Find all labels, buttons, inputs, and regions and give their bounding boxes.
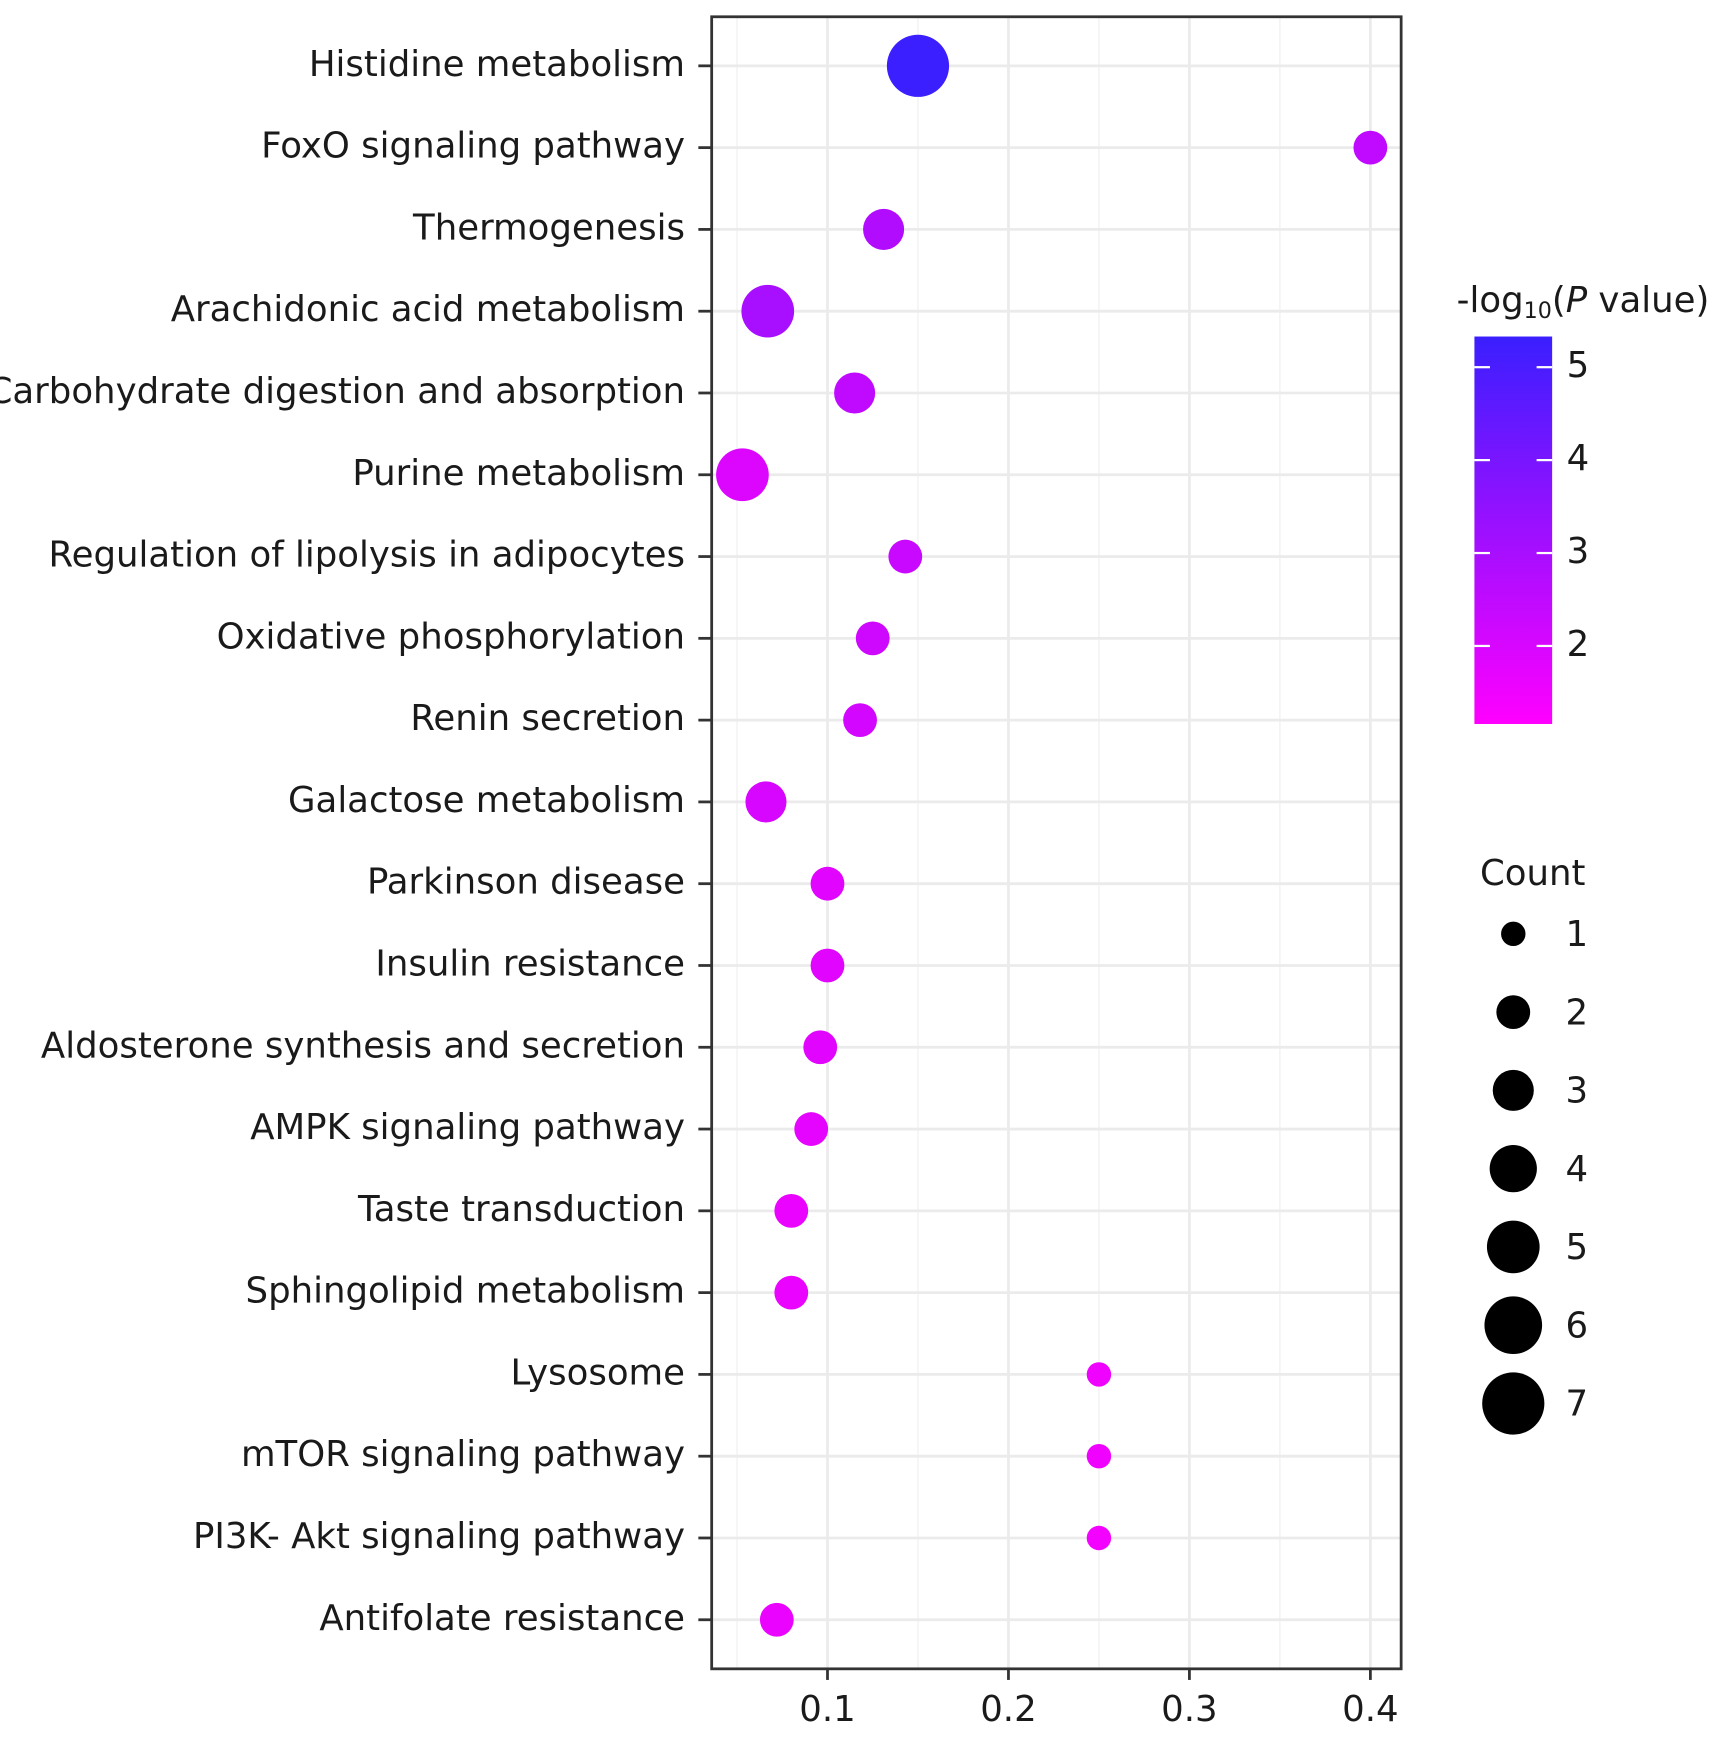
dot <box>716 448 769 502</box>
colorbar-tick-label: 5 <box>1567 345 1590 386</box>
colorbar <box>1474 336 1553 725</box>
title-part: value) <box>1587 280 1709 321</box>
size-key-label: 6 <box>1565 1305 1588 1346</box>
dot <box>810 948 845 983</box>
y-tick-label: Taste transduction <box>357 1189 685 1230</box>
dot <box>855 621 890 656</box>
size-key <box>1492 1069 1534 1111</box>
y-tick-label: Thermogenesis <box>412 207 685 248</box>
dot <box>1353 130 1388 165</box>
y-tick-label: Sphingolipid metabolism <box>246 1271 685 1312</box>
x-tick-label: 0.2 <box>980 1689 1036 1730</box>
dot <box>745 781 787 823</box>
y-tick-label: AMPK signaling pathway <box>250 1107 685 1148</box>
y-tick-label: Parkinson disease <box>367 862 685 903</box>
size-key-label: 2 <box>1565 992 1588 1033</box>
x-tick-label: 0.3 <box>1161 1689 1217 1730</box>
panel-border <box>710 15 1403 1671</box>
dot <box>863 208 905 250</box>
title-part: -log <box>1457 280 1524 321</box>
dot <box>810 866 845 901</box>
dot <box>843 703 877 738</box>
dot <box>1086 1443 1112 1469</box>
size-key-label: 7 <box>1565 1384 1588 1425</box>
y-tick-label: Antifolate resistance <box>319 1598 685 1639</box>
dot <box>759 1602 794 1637</box>
colorbar-tick-label: 2 <box>1567 624 1590 665</box>
title-part: P <box>1566 280 1588 321</box>
size-key <box>1496 995 1531 1030</box>
dot <box>774 1275 809 1310</box>
y-tick-label: Lysosome <box>511 1352 685 1393</box>
y-tick-label: PI3K- Akt signaling pathway <box>193 1516 685 1557</box>
y-tick-label: Purine metabolism <box>352 453 685 494</box>
dot <box>1086 1525 1112 1551</box>
y-tick-label: Histidine metabolism <box>309 44 685 85</box>
size-title: Count <box>1480 853 1586 894</box>
size-key-label: 1 <box>1565 914 1588 955</box>
size-key <box>1482 1372 1545 1435</box>
title-sub: 10 <box>1524 297 1552 323</box>
size-key <box>1501 921 1526 947</box>
y-tick-label: Galactose metabolism <box>288 780 685 821</box>
size-key <box>1489 1145 1537 1193</box>
dot <box>794 1112 829 1146</box>
y-tick-label: FoxO signaling pathway <box>261 126 685 167</box>
dot <box>886 34 950 97</box>
dot <box>834 372 876 414</box>
title-part: ( <box>1552 280 1566 321</box>
dot <box>1086 1362 1112 1387</box>
y-tick-label: Insulin resistance <box>375 943 685 984</box>
colorbar-tick-label: 3 <box>1567 531 1590 572</box>
y-tick-label: Carbohydrate digestion and absorption <box>0 371 685 412</box>
y-tick-label: Regulation of lipolysis in adipocytes <box>49 535 685 576</box>
x-tick-label: 0.4 <box>1342 1689 1398 1730</box>
y-tick-label: Arachidonic acid metabolism <box>171 289 685 330</box>
dot <box>774 1193 809 1228</box>
size-key <box>1484 1296 1543 1355</box>
dot <box>803 1030 838 1065</box>
dot <box>888 539 923 574</box>
x-tick-label: 0.1 <box>799 1689 855 1730</box>
size-key-label: 3 <box>1565 1071 1588 1112</box>
y-tick-label: Aldosterone synthesis and secretion <box>41 1025 685 1066</box>
colorbar-title: -log10(P value) <box>1457 280 1710 323</box>
y-tick-label: Oxidative phosphorylation <box>217 616 685 657</box>
y-tick-label: Renin secretion <box>410 698 685 739</box>
size-key-label: 5 <box>1565 1227 1588 1268</box>
dot <box>741 284 795 338</box>
colorbar-tick-label: 4 <box>1567 438 1590 479</box>
y-tick-label: mTOR signaling pathway <box>241 1434 685 1475</box>
size-key-label: 4 <box>1565 1149 1588 1190</box>
size-key <box>1486 1220 1540 1274</box>
